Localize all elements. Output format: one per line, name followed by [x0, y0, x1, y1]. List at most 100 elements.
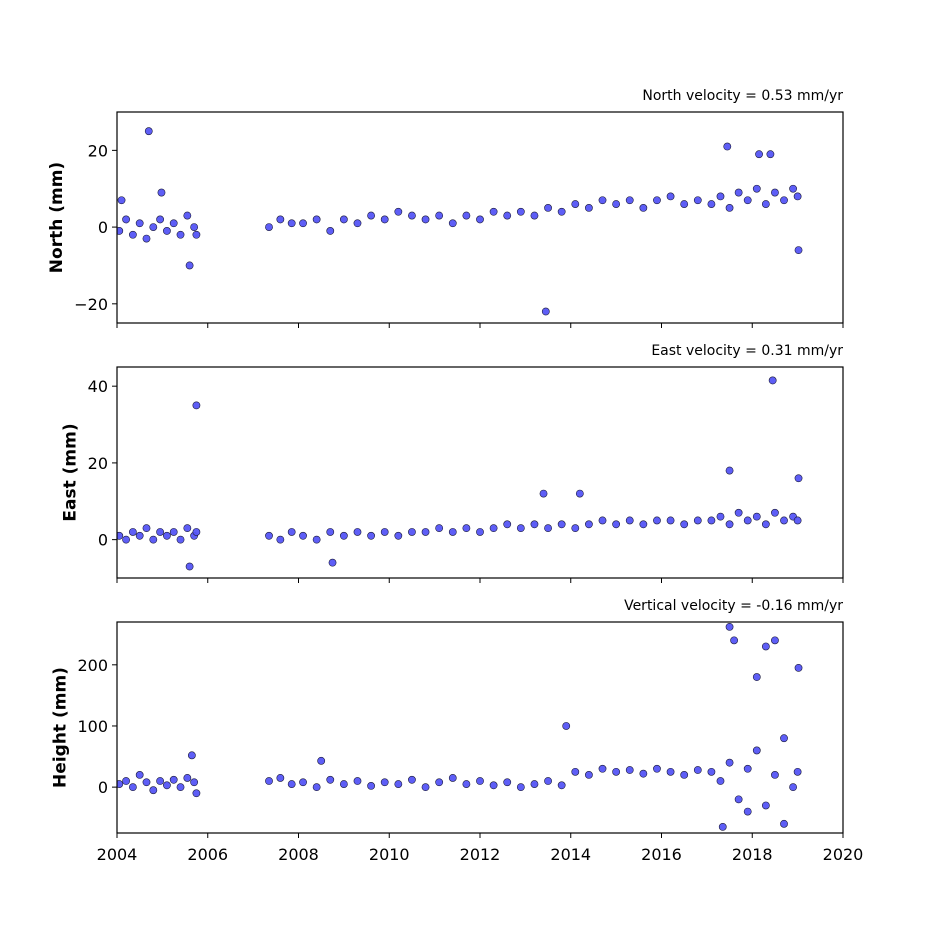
point	[612, 200, 621, 208]
point	[612, 767, 621, 776]
point	[639, 520, 648, 529]
point	[793, 767, 802, 776]
y-axis-label: East (mm)	[61, 423, 81, 521]
point	[408, 528, 416, 536]
point	[693, 766, 702, 774]
panel-title: Vertical velocity = -0.16 mm/yr	[624, 598, 843, 614]
point	[312, 783, 321, 792]
point	[192, 230, 201, 239]
point	[276, 535, 285, 544]
point	[489, 524, 498, 533]
point	[503, 211, 512, 220]
points	[117, 622, 803, 831]
point	[666, 516, 675, 525]
point	[339, 215, 348, 224]
point	[693, 196, 702, 205]
point	[734, 508, 743, 517]
point	[755, 150, 763, 159]
point	[707, 516, 716, 525]
point	[725, 520, 734, 529]
point	[544, 524, 552, 533]
point	[326, 775, 335, 784]
point	[117, 780, 124, 788]
point	[761, 642, 770, 651]
point	[557, 520, 566, 529]
point	[761, 200, 770, 208]
point	[185, 261, 194, 270]
x-tick-label: 2010	[369, 845, 410, 864]
point	[187, 751, 196, 760]
point	[794, 474, 803, 483]
point	[530, 780, 539, 788]
point	[541, 307, 550, 316]
point	[339, 531, 348, 540]
point	[156, 528, 165, 536]
plot-frame	[116, 621, 844, 834]
point	[408, 211, 416, 220]
point	[476, 215, 484, 224]
point	[575, 489, 584, 498]
point	[190, 223, 199, 231]
point	[516, 783, 525, 792]
point	[752, 673, 761, 681]
point	[743, 764, 752, 773]
point	[326, 227, 335, 235]
point	[299, 219, 307, 228]
point	[743, 516, 752, 525]
y-tick-label: 100	[77, 717, 108, 736]
panel: North velocity = 0.53 mm/yr −20 0 20 North (…	[47, 88, 844, 328]
points	[117, 127, 803, 316]
point	[448, 774, 457, 782]
panel: Vertical velocity = -0.16 mm/yr 0 100 200 He…	[50, 598, 863, 864]
point	[598, 516, 607, 525]
point	[723, 142, 732, 151]
point	[725, 758, 734, 767]
point	[653, 764, 661, 773]
point	[122, 535, 130, 544]
point	[394, 531, 403, 540]
point	[793, 516, 802, 525]
point	[766, 150, 775, 159]
point	[793, 192, 802, 201]
point	[276, 215, 285, 224]
point	[448, 219, 457, 228]
point	[183, 211, 192, 220]
y-tick-label: 0	[98, 531, 108, 550]
point	[585, 520, 593, 529]
point	[299, 778, 307, 787]
point	[666, 767, 675, 776]
point	[761, 520, 770, 529]
point	[435, 211, 444, 220]
y-tick-label: 0	[98, 778, 108, 797]
point	[448, 528, 457, 536]
point	[752, 512, 761, 521]
point	[163, 227, 171, 235]
panel-title: East velocity = 0.31 mm/yr	[651, 343, 843, 359]
x-tick-label: 2018	[732, 845, 773, 864]
point	[680, 520, 689, 529]
point	[666, 192, 675, 201]
point	[716, 512, 725, 521]
point	[557, 781, 566, 790]
point	[794, 246, 803, 255]
point	[117, 227, 124, 235]
x-tick-label: 2004	[97, 845, 138, 864]
point	[380, 528, 389, 536]
point	[752, 746, 761, 755]
point	[730, 636, 738, 645]
point	[312, 535, 321, 544]
y-tick-label: 20	[88, 141, 108, 160]
point	[503, 520, 512, 529]
point	[539, 489, 548, 498]
y-axis-label: Height (mm)	[50, 667, 70, 788]
point	[192, 789, 201, 798]
point	[693, 516, 702, 525]
point	[625, 516, 634, 525]
point	[716, 777, 725, 785]
point	[353, 528, 362, 536]
point	[761, 801, 770, 810]
point	[435, 524, 444, 533]
point	[435, 778, 444, 787]
point	[190, 778, 199, 787]
point	[612, 520, 621, 529]
